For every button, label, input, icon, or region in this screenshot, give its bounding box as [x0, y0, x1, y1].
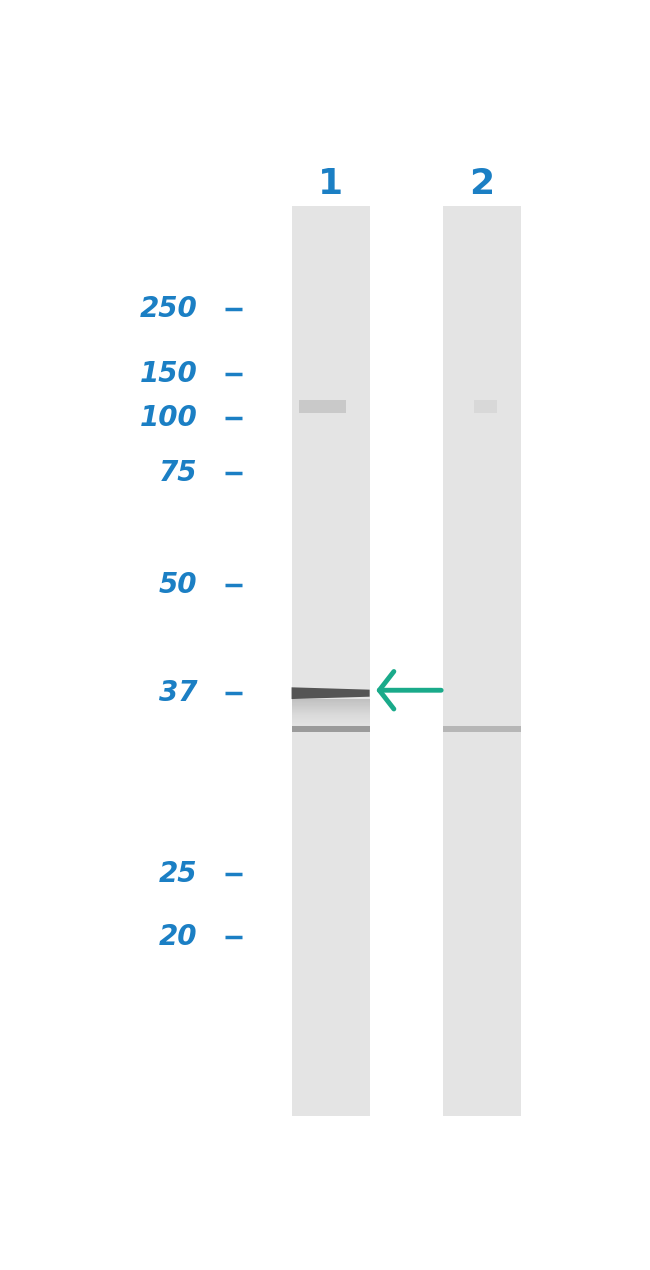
Text: 2: 2 — [469, 166, 494, 201]
Text: 25: 25 — [159, 860, 197, 888]
Text: 100: 100 — [139, 404, 197, 432]
Polygon shape — [292, 687, 370, 699]
Text: 250: 250 — [139, 295, 197, 323]
Bar — [443, 726, 521, 733]
Bar — [292, 726, 370, 733]
Text: 75: 75 — [159, 460, 197, 488]
Bar — [474, 400, 497, 414]
Text: 37: 37 — [159, 679, 197, 707]
Text: 150: 150 — [139, 361, 197, 389]
Text: 50: 50 — [159, 570, 197, 598]
Text: 20: 20 — [159, 923, 197, 951]
Bar — [300, 400, 346, 414]
Bar — [292, 206, 370, 1115]
Text: 1: 1 — [318, 166, 343, 201]
Bar — [443, 206, 521, 1115]
